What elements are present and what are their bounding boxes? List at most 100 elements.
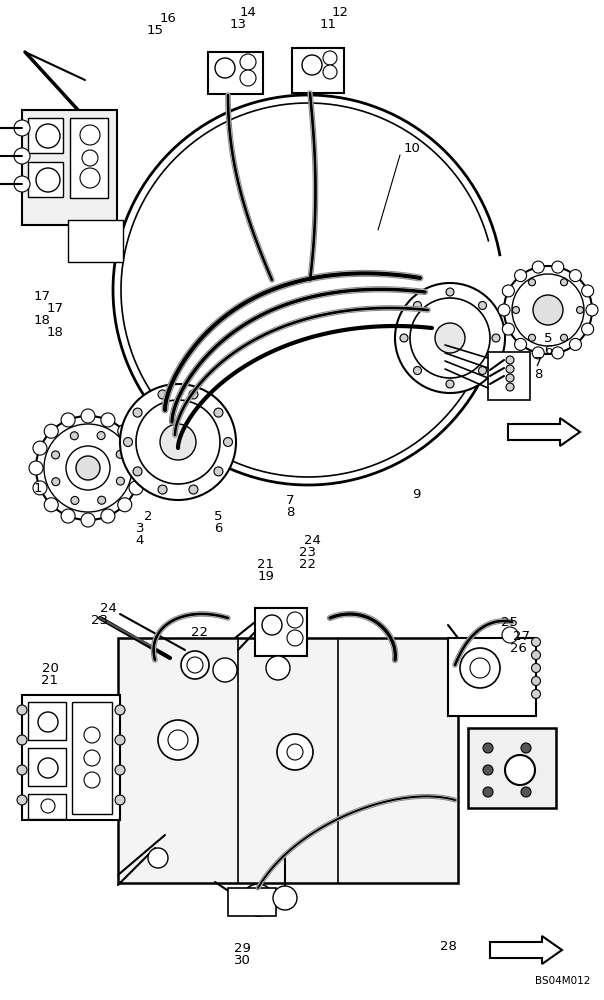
- Text: 10: 10: [403, 141, 420, 154]
- Text: 17: 17: [47, 302, 63, 314]
- Circle shape: [118, 498, 132, 512]
- Circle shape: [133, 408, 142, 417]
- Text: 6: 6: [544, 344, 552, 357]
- Circle shape: [33, 481, 47, 495]
- Circle shape: [160, 424, 196, 460]
- Circle shape: [515, 338, 527, 350]
- Text: 6: 6: [214, 522, 222, 534]
- Text: 2: 2: [144, 510, 152, 522]
- Circle shape: [81, 513, 95, 527]
- Text: BS04M012: BS04M012: [535, 976, 590, 986]
- Circle shape: [158, 390, 167, 399]
- Bar: [72, 702, 112, 814]
- Circle shape: [483, 787, 493, 797]
- Circle shape: [81, 409, 95, 423]
- Circle shape: [395, 283, 505, 393]
- Circle shape: [36, 124, 60, 148]
- Circle shape: [44, 498, 58, 512]
- Circle shape: [115, 705, 125, 715]
- Text: 25: 25: [501, 615, 518, 629]
- Circle shape: [181, 651, 209, 679]
- Circle shape: [506, 383, 514, 391]
- Circle shape: [189, 390, 198, 399]
- Circle shape: [38, 758, 58, 778]
- Circle shape: [576, 306, 583, 314]
- Circle shape: [117, 477, 124, 485]
- Circle shape: [52, 478, 60, 486]
- Circle shape: [84, 727, 100, 743]
- Circle shape: [446, 288, 454, 296]
- Circle shape: [277, 734, 313, 770]
- Bar: [28, 702, 66, 740]
- Circle shape: [582, 285, 594, 297]
- Circle shape: [123, 438, 132, 446]
- Circle shape: [492, 334, 500, 342]
- Text: 16: 16: [159, 11, 176, 24]
- Circle shape: [552, 261, 564, 273]
- Text: 15: 15: [147, 23, 164, 36]
- Circle shape: [532, 690, 541, 698]
- Text: 26: 26: [510, 642, 527, 654]
- Circle shape: [36, 168, 60, 192]
- Circle shape: [133, 461, 147, 475]
- Text: 8: 8: [286, 506, 294, 518]
- Circle shape: [582, 323, 594, 335]
- Text: 7: 7: [286, 493, 294, 506]
- Circle shape: [116, 450, 124, 458]
- Circle shape: [400, 334, 408, 342]
- Circle shape: [505, 755, 535, 785]
- Circle shape: [14, 148, 30, 164]
- Circle shape: [532, 638, 541, 647]
- Circle shape: [503, 285, 515, 297]
- Circle shape: [115, 765, 125, 775]
- Bar: [70, 118, 108, 198]
- Circle shape: [70, 432, 79, 440]
- Circle shape: [302, 55, 322, 75]
- Circle shape: [483, 743, 493, 753]
- Circle shape: [410, 298, 490, 378]
- Circle shape: [44, 424, 58, 438]
- Text: 5: 5: [544, 332, 552, 344]
- Bar: [208, 52, 263, 94]
- Bar: [68, 220, 123, 262]
- Circle shape: [532, 347, 544, 359]
- Bar: [468, 728, 556, 808]
- Bar: [228, 888, 276, 916]
- Circle shape: [287, 612, 303, 628]
- Text: 3: 3: [136, 522, 144, 534]
- Circle shape: [66, 446, 110, 490]
- Bar: [22, 110, 117, 225]
- Circle shape: [80, 125, 100, 145]
- Bar: [22, 695, 120, 820]
- Circle shape: [532, 261, 544, 273]
- Text: 23: 23: [300, 546, 316, 558]
- Circle shape: [29, 461, 43, 475]
- Circle shape: [17, 765, 27, 775]
- Circle shape: [187, 657, 203, 673]
- Circle shape: [223, 438, 233, 446]
- Polygon shape: [508, 418, 580, 446]
- Text: 21: 21: [42, 674, 59, 686]
- Circle shape: [84, 750, 100, 766]
- Circle shape: [586, 304, 598, 316]
- Circle shape: [266, 656, 290, 680]
- Circle shape: [506, 365, 514, 373]
- Circle shape: [80, 168, 100, 188]
- Circle shape: [460, 648, 500, 688]
- Circle shape: [76, 456, 100, 480]
- Circle shape: [273, 886, 297, 910]
- Circle shape: [240, 70, 256, 86]
- Circle shape: [189, 485, 198, 494]
- Text: 24: 24: [304, 534, 321, 546]
- Circle shape: [115, 735, 125, 745]
- Circle shape: [240, 54, 256, 70]
- Bar: [28, 794, 66, 819]
- Circle shape: [532, 650, 541, 660]
- Text: 4: 4: [136, 534, 144, 546]
- Circle shape: [98, 496, 106, 504]
- Circle shape: [506, 374, 514, 382]
- Circle shape: [97, 432, 105, 440]
- Circle shape: [528, 334, 536, 341]
- Circle shape: [506, 356, 514, 364]
- Circle shape: [250, 892, 266, 908]
